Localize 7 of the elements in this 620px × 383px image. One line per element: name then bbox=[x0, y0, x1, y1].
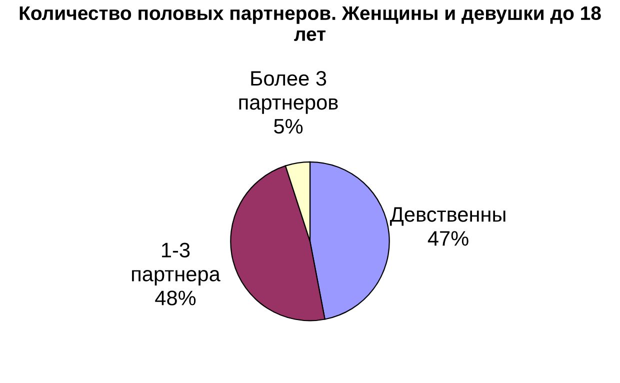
data-label: 5% bbox=[274, 119, 303, 134]
slice-label: 1-3 партнера bbox=[132, 242, 220, 286]
slice-label: Девственны bbox=[390, 207, 506, 226]
chart-title: Количество половых партнеров. Женщины и девушки до 18 лет bbox=[20, 6, 601, 41]
data-label: 47% bbox=[428, 231, 468, 246]
data-label: 48% bbox=[155, 290, 196, 306]
slice-label: Более 3 партнеров bbox=[239, 71, 338, 114]
